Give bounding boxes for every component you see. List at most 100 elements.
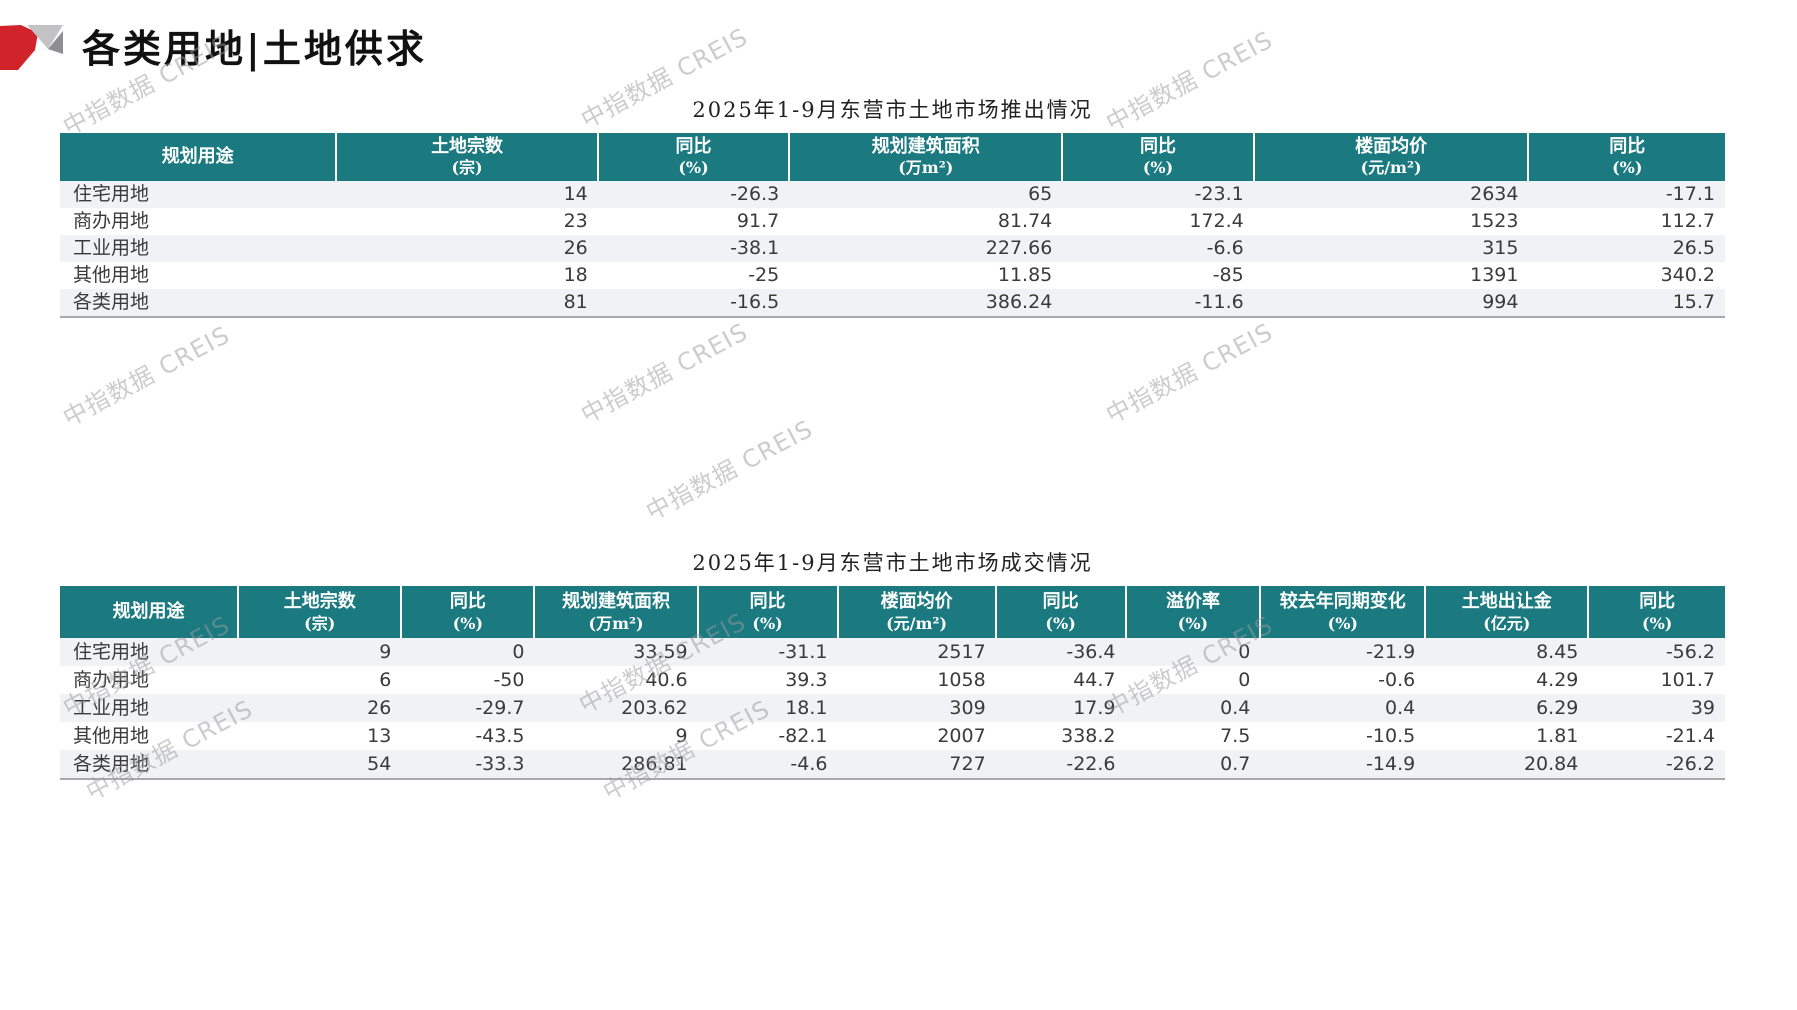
value-cell: 54 bbox=[367, 753, 392, 775]
value-cell: 17.9 bbox=[1073, 697, 1116, 719]
value-cell: 4.29 bbox=[1536, 669, 1579, 691]
value-cell: 9 bbox=[675, 725, 688, 747]
column-header: 土地宗数 (宗) bbox=[336, 133, 599, 181]
table-row: 住宅用地 9 0 33.59 -31.1 2517 -36.4 0 -21.9 8.45 -56.2 bbox=[60, 638, 1725, 666]
column-header-label: 楼面均价 bbox=[880, 591, 953, 612]
column-header-label: 土地宗数 bbox=[431, 136, 504, 157]
value-cell: 39.3 bbox=[785, 669, 828, 691]
row-label-cell: 商办用地 bbox=[73, 669, 150, 691]
value-cell: -16.5 bbox=[730, 291, 780, 313]
value-cell: 727 bbox=[949, 753, 986, 775]
column-header-label: 规划用途 bbox=[112, 601, 185, 622]
value-cell: 338.2 bbox=[1061, 725, 1116, 747]
value-cell: 1391 bbox=[1470, 264, 1519, 286]
row-label-cell: 其他用地 bbox=[73, 264, 150, 286]
value-cell: -23.1 bbox=[1194, 183, 1244, 205]
creis-logo-icon bbox=[0, 24, 64, 72]
value-cell: 386.24 bbox=[985, 291, 1053, 313]
value-cell: 91.7 bbox=[736, 210, 780, 232]
column-header-label: 土地出让金 bbox=[1461, 591, 1552, 612]
value-cell: 65 bbox=[1028, 183, 1053, 205]
column-header: 楼面均价 (元/m²) bbox=[837, 586, 997, 638]
row-label-cell: 住宅用地 bbox=[73, 183, 150, 205]
column-header: 同比 (%) bbox=[1062, 133, 1255, 181]
deal-table-title: 2025年1-9月东营市土地市场成交情况 bbox=[692, 551, 1093, 575]
table-row: 各类用地 81 -16.5 386.24 -11.6 994 15.7 bbox=[60, 289, 1725, 317]
value-cell: 2634 bbox=[1470, 183, 1519, 205]
value-cell: 0.4 bbox=[1220, 697, 1251, 719]
column-header: 同比 (%) bbox=[597, 133, 791, 181]
table-row: 住宅用地 14 -26.3 65 -23.1 2634 -17.1 bbox=[60, 181, 1725, 208]
value-cell: -10.5 bbox=[1366, 725, 1416, 747]
header-row: 规划用途 土地宗数 (宗) 同比 (%) 规划建筑面积 (万m²) 同比 (%) 楼面均价 (元/m… bbox=[60, 133, 1725, 181]
column-header-unit: (%) bbox=[1642, 614, 1673, 633]
value-cell: -21.9 bbox=[1366, 641, 1416, 663]
column-header-unit: (宗) bbox=[304, 614, 336, 633]
table-row: 其他用地 13 -43.5 9 -82.1 2007 338.2 7.5 -10.5 1.81 -2… bbox=[60, 722, 1725, 750]
value-cell: -6.6 bbox=[1206, 237, 1244, 259]
row-label-cell: 工业用地 bbox=[73, 697, 150, 719]
value-cell: -85 bbox=[1212, 264, 1244, 286]
value-cell: 44.7 bbox=[1073, 669, 1116, 691]
column-header: 土地宗数 (宗) bbox=[238, 586, 403, 638]
value-cell: 40.6 bbox=[645, 669, 688, 691]
value-cell: 1.81 bbox=[1536, 725, 1579, 747]
watermark: 中指数据 CREIS bbox=[576, 317, 753, 430]
page-title: 各类用地|土地供求 bbox=[82, 26, 427, 71]
value-cell: 1058 bbox=[937, 669, 986, 691]
value-cell: 8.45 bbox=[1536, 641, 1579, 663]
value-cell: 0.7 bbox=[1220, 753, 1251, 775]
column-header-label: 土地宗数 bbox=[283, 591, 356, 612]
value-cell: 0.4 bbox=[1385, 697, 1416, 719]
supply-table-title: 2025年1-9月东营市土地市场推出情况 bbox=[692, 98, 1093, 122]
row-label-cell: 商办用地 bbox=[73, 210, 150, 232]
column-header: 同比 (%) bbox=[697, 586, 839, 638]
value-cell: 11.85 bbox=[997, 264, 1053, 286]
value-cell: 39 bbox=[1690, 697, 1715, 719]
column-header: 规划用途 bbox=[60, 586, 240, 638]
table-row: 其他用地 18 -25 11.85 -85 1391 340.2 bbox=[60, 262, 1725, 289]
column-header-unit: (万m²) bbox=[898, 158, 954, 177]
column-header-unit: (%) bbox=[1327, 614, 1358, 633]
value-cell: -26.3 bbox=[730, 183, 780, 205]
column-header: 较去年同期变化 (%) bbox=[1260, 586, 1427, 638]
table-row: 各类用地 54 -33.3 286.81 -4.6 727 -22.6 0.7 -14.9 20.… bbox=[60, 750, 1725, 779]
column-header: 溢价率 (%) bbox=[1125, 586, 1262, 638]
value-cell: 26 bbox=[563, 237, 588, 259]
value-cell: 23 bbox=[563, 210, 588, 232]
column-header: 楼面均价 (元/m²) bbox=[1253, 133, 1530, 181]
value-cell: 0 bbox=[1238, 669, 1251, 691]
value-cell: 227.66 bbox=[985, 237, 1053, 259]
value-cell: 13 bbox=[367, 725, 392, 747]
value-cell: 101.7 bbox=[1660, 669, 1715, 691]
column-header-label: 同比 bbox=[1609, 136, 1646, 157]
value-cell: 6.29 bbox=[1536, 697, 1579, 719]
row-label-cell: 住宅用地 bbox=[73, 641, 150, 663]
value-cell: 1523 bbox=[1470, 210, 1519, 232]
column-header-label: 规划建筑面积 bbox=[871, 136, 980, 157]
column-header-unit: (%) bbox=[752, 614, 783, 633]
value-cell: 33.59 bbox=[633, 641, 688, 663]
value-cell: -21.4 bbox=[1665, 725, 1715, 747]
column-header-unit: (%) bbox=[1177, 614, 1209, 633]
column-header-unit: (%) bbox=[1142, 158, 1174, 177]
watermark: 中指数据 CREIS bbox=[1101, 317, 1278, 430]
watermark: 中指数据 CREIS bbox=[641, 414, 818, 527]
column-header: 规划建筑面积 (万m²) bbox=[534, 586, 699, 638]
column-header: 规划用途 bbox=[60, 133, 338, 181]
value-cell: 26.5 bbox=[1672, 237, 1715, 259]
column-header-unit: (元/m²) bbox=[886, 614, 948, 633]
value-cell: 14 bbox=[563, 183, 588, 205]
value-cell: 0 bbox=[512, 641, 525, 663]
row-label-cell: 各类用地 bbox=[73, 291, 150, 313]
supply-table-section: 2025年1-9月东营市土地市场推出情况 规划用途 土地宗数 (宗) 同比 (%) 规划建… bbox=[60, 94, 1725, 318]
value-cell: -17.1 bbox=[1665, 183, 1715, 205]
header-row: 规划用途 土地宗数 (宗) 同比 (%) 规划建筑面积 (万m²) 同比 (%) 楼面均价 (元/m… bbox=[60, 586, 1725, 638]
value-cell: 26 bbox=[367, 697, 392, 719]
value-cell: -38.1 bbox=[730, 237, 780, 259]
table-row: 商办用地 6 -50 40.6 39.3 1058 44.7 0 -0.6 4.29 101.7 bbox=[60, 666, 1725, 694]
supply-table: 规划用途 土地宗数 (宗) 同比 (%) 规划建筑面积 (万m²) 同比 (%) 楼面均价 (元/m… bbox=[60, 133, 1725, 318]
value-cell: 81 bbox=[563, 291, 588, 313]
column-header-unit: (亿元) bbox=[1483, 614, 1531, 633]
value-cell: 203.62 bbox=[621, 697, 688, 719]
